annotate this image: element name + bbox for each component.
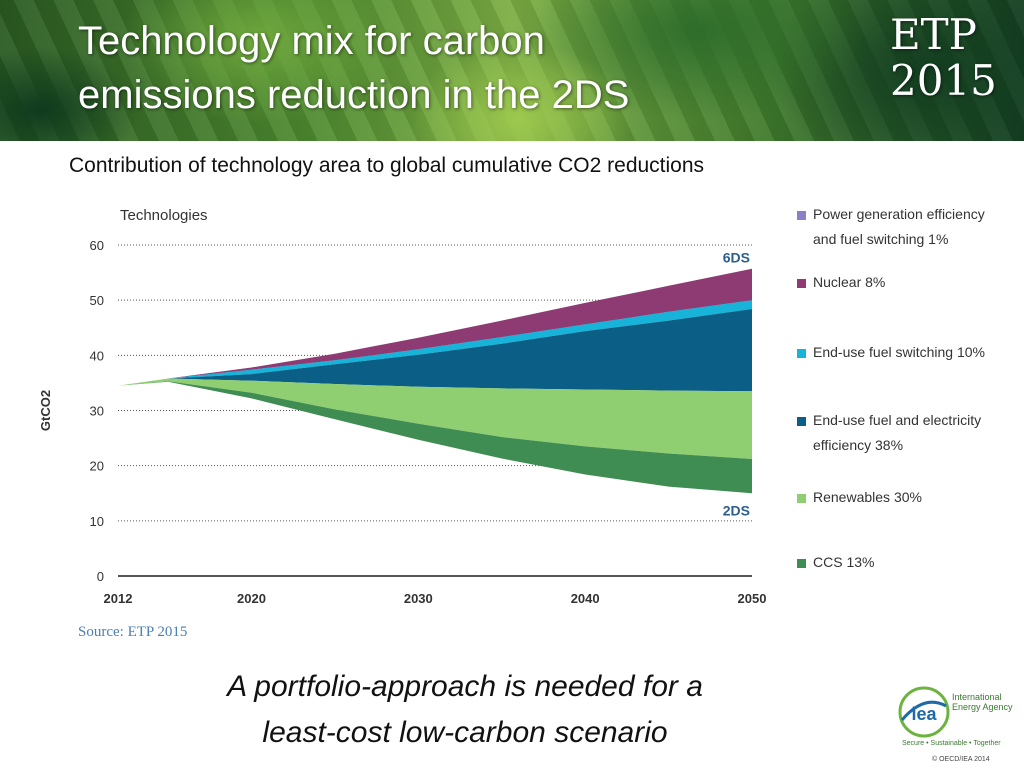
slide-title: Technology mix for carbon emissions redu… <box>78 19 630 117</box>
y-tick-label-0: 0 <box>97 569 104 584</box>
legend-label-3: End-use fuel and electricity efficiency … <box>813 412 982 453</box>
chart-title: Technologies <box>120 207 208 224</box>
y-tick-label-30: 30 <box>90 404 104 419</box>
iea-logo-block: iea International Energy Agency Secure •… <box>896 684 1020 768</box>
x-tick-label-2040: 2040 <box>571 591 600 606</box>
x-tick-label-2050: 2050 <box>738 591 767 606</box>
area-series-4 <box>118 378 752 459</box>
legend-swatch-4 <box>797 494 806 503</box>
etp-badge-line2: 2015 <box>890 56 997 105</box>
x-tick-label-2020: 2020 <box>237 591 266 606</box>
chart-subtitle: Contribution of technology area to globa… <box>69 154 705 177</box>
x-tick-label-2012: 2012 <box>104 591 133 606</box>
legend-swatch-1 <box>797 279 806 288</box>
scenario-label-2ds: 2DS <box>723 502 750 518</box>
area-series-2 <box>118 300 752 386</box>
conclusion-text: A portfolio-approach is needed for a lea… <box>227 670 703 749</box>
iea-name: International Energy Agency <box>952 692 1013 712</box>
y-tick-label-10: 10 <box>90 514 104 529</box>
chart-legend: Power generation efficiency and fuel swi… <box>797 200 1017 600</box>
legend-swatch-2 <box>797 349 806 358</box>
legend-label-4: Renewables 30% <box>813 489 922 505</box>
legend-label-2: End-use fuel switching 10% <box>813 344 985 360</box>
legend-swatch-3 <box>797 417 806 426</box>
legend-swatch-0 <box>797 211 806 220</box>
header-banner <box>0 0 1024 141</box>
iea-mark-text: iea <box>911 704 937 724</box>
x-tick-label-2030: 2030 <box>404 591 433 606</box>
y-tick-label-50: 50 <box>90 293 104 308</box>
etp-badge: ETP 2015 <box>890 12 1020 104</box>
y-tick-label-60: 60 <box>90 238 104 253</box>
legend-label-1: Nuclear 8% <box>813 274 886 290</box>
iea-logo-icon: iea <box>898 686 950 738</box>
source-note: Source: ETP 2015 <box>78 624 188 640</box>
legend-swatch-5 <box>797 559 806 568</box>
y-tick-label-20: 20 <box>90 459 104 474</box>
y-axis-label: GtCO2 <box>38 390 53 431</box>
etp-badge-line1: ETP <box>890 10 977 59</box>
scenario-label-6ds: 6DS <box>723 250 750 266</box>
iea-tagline: Secure • Sustainable • Together <box>902 740 1001 747</box>
legend-label-0: Power generation efficiency and fuel swi… <box>813 206 985 247</box>
copyright-note: © OECD/IEA 2014 <box>932 756 990 763</box>
area-series-3 <box>118 309 752 392</box>
legend-label-5: CCS 13% <box>813 554 875 570</box>
y-tick-label-40: 40 <box>90 348 104 363</box>
area-series-5 <box>118 381 752 494</box>
